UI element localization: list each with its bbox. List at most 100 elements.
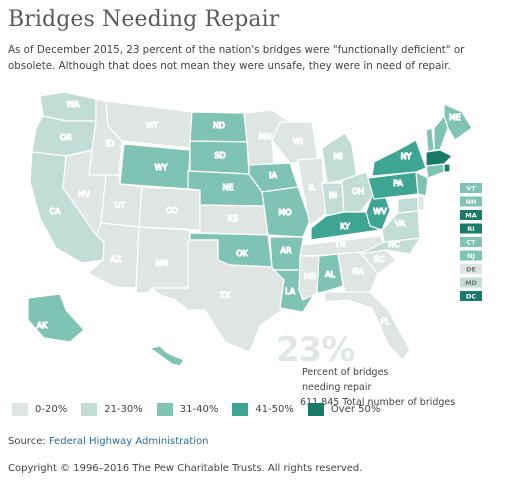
state-box-label-nj: NJ	[467, 252, 475, 260]
state-box-label-ct: CT	[466, 239, 476, 247]
page-title: Bridges Needing Repair	[8, 7, 280, 32]
state-label-mi: MI	[333, 152, 342, 161]
caption-total-bridges: 611,845 Total number of bridges	[300, 397, 456, 408]
state-label-hi: HI	[144, 353, 152, 362]
legend-swatch	[12, 402, 28, 416]
state-va[interactable]	[381, 209, 421, 243]
legend-label: Over 50%	[330, 403, 381, 415]
state-oh[interactable]	[341, 171, 375, 213]
source-link[interactable]: Federal Highway Administration	[48, 436, 209, 447]
state-ma[interactable]	[425, 149, 453, 167]
state-nj[interactable]	[415, 171, 429, 197]
state-ny[interactable]	[371, 139, 427, 177]
state-label-ga: GA	[352, 267, 364, 276]
state-label-nm: NM	[156, 259, 169, 268]
state-label-ut: UT	[115, 201, 126, 210]
state-md[interactable]	[397, 196, 419, 214]
legend-label: 0-20%	[35, 403, 68, 415]
legend-item-2: 31-40%	[156, 402, 218, 416]
source-prefix: Source:	[8, 436, 49, 447]
state-ak[interactable]	[27, 293, 85, 343]
state-il[interactable]	[297, 157, 327, 226]
state-box-label-vt: VT	[466, 185, 476, 193]
state-label-il: IL	[309, 183, 316, 192]
state-label-tx: TX	[219, 291, 231, 300]
state-box-md[interactable]	[460, 277, 482, 288]
state-label-tn: TN	[334, 240, 346, 249]
state-box-label-md: MD	[465, 279, 477, 287]
legend-swatch	[232, 402, 249, 416]
state-nc[interactable]	[359, 237, 421, 255]
state-box-label-nh: NH	[466, 198, 477, 206]
state-mn[interactable]	[243, 109, 291, 166]
state-mi[interactable]	[321, 132, 358, 184]
state-hi[interactable]	[149, 345, 185, 366]
state-label-fl: FL	[380, 317, 390, 326]
state-label-ny: NY	[401, 152, 412, 161]
state-label-wy: WY	[155, 163, 168, 172]
legend: 0-20% 21-30% 31-40% 41-50% Over 50%	[12, 401, 394, 417]
legend-item-1: 21-30%	[81, 402, 143, 416]
state-nh[interactable]	[433, 115, 449, 151]
state-box-label-dc: DC	[466, 293, 476, 301]
state-label-me: ME	[449, 113, 461, 122]
state-label-la: LA	[285, 287, 296, 296]
state-box-ct[interactable]	[460, 237, 482, 247]
legend-label: 21-30%	[104, 403, 143, 415]
state-label-co: CO	[166, 206, 178, 215]
state-label-sd: SD	[214, 151, 225, 160]
state-me[interactable]	[443, 103, 473, 141]
state-box-ma[interactable]	[460, 210, 482, 220]
state-mt[interactable]	[105, 100, 193, 149]
source-line: Source: Federal Highway Administration	[8, 436, 209, 447]
legend-swatch	[307, 402, 324, 416]
state-label-wi: WI	[293, 137, 303, 146]
state-fl[interactable]	[323, 291, 411, 361]
state-label-mn: MN	[259, 132, 272, 141]
state-label-va: VA	[395, 219, 406, 228]
state-box-vt[interactable]	[460, 183, 482, 193]
legend-item-3: 41-50%	[232, 402, 294, 416]
state-de[interactable]	[417, 195, 425, 211]
state-label-in: IN	[329, 191, 337, 200]
state-label-ms: MS	[304, 272, 316, 281]
state-ct[interactable]	[425, 163, 445, 179]
state-label-az: AZ	[111, 255, 122, 264]
state-box-nh[interactable]	[460, 196, 482, 207]
state-tx[interactable]	[151, 239, 288, 353]
state-vt[interactable]	[425, 127, 435, 153]
state-label-or: OR	[60, 133, 72, 142]
state-label-ok: OK	[236, 249, 248, 258]
legend-swatch	[156, 402, 173, 416]
state-label-ak: AK	[37, 321, 48, 330]
state-label-wv: WV	[373, 207, 387, 216]
legend-item-4: Over 50%	[307, 402, 381, 416]
state-box-label-ma: MA	[465, 212, 477, 220]
state-label-ks: KS	[228, 214, 238, 223]
state-label-ar: AR	[280, 246, 291, 255]
state-label-oh: OH	[352, 187, 364, 196]
state-box-label-de: DE	[466, 266, 476, 274]
state-label-wa: WA	[67, 100, 80, 109]
state-ms[interactable]	[298, 255, 320, 301]
state-label-ia: IA	[269, 171, 277, 180]
state-label-id: ID	[106, 139, 115, 148]
legend-swatch	[81, 402, 98, 416]
caption-percent-label: Percent of bridges needing repair	[302, 367, 389, 393]
state-label-sc: SC	[374, 255, 385, 264]
state-box-de[interactable]	[460, 264, 482, 274]
national-percent: 23%	[276, 330, 355, 370]
state-box-nj[interactable]	[460, 250, 482, 261]
state-label-mt: MT	[146, 121, 158, 130]
state-ri[interactable]	[443, 163, 451, 173]
copyright: Copyright © 1996–2016 The Pew Charitable…	[8, 463, 363, 474]
state-box-label-ri: RI	[467, 225, 474, 233]
state-label-nv: NV	[78, 190, 90, 199]
state-label-pa: PA	[393, 179, 403, 188]
state-label-ca: CA	[49, 207, 61, 216]
state-al[interactable]	[316, 253, 344, 294]
state-label-ky: KY	[340, 222, 350, 231]
state-box-ri[interactable]	[460, 223, 482, 234]
state-label-ne: NE	[222, 183, 233, 192]
state-box-dc[interactable]	[460, 291, 482, 301]
